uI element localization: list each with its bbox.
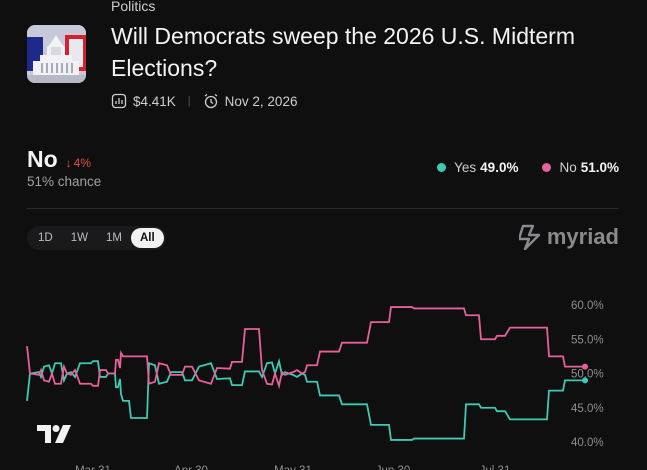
x-tick-label: Jun 30: [376, 465, 411, 470]
market-title: Will Democrats sweep the 2026 U.S. Midte…: [111, 23, 575, 81]
outcome-summary: No ↓ 4%: [27, 146, 91, 173]
series-line-yes: [26, 357, 585, 441]
market-meta: $4.41K | Nov 2, 2026: [111, 92, 297, 110]
alarm-clock-icon: [203, 93, 219, 109]
yes-dot-icon: [437, 163, 447, 172]
x-tick-label: May 31: [274, 465, 312, 470]
meta-separator: |: [187, 95, 191, 107]
chart-legend: Yes 49.0% No 51.0%: [413, 160, 619, 175]
outcome-label: No: [27, 146, 58, 172]
y-tick-label: 40.0%: [571, 437, 604, 449]
tab-all[interactable]: All: [130, 228, 164, 248]
legend-yes-value: 49.0%: [480, 160, 519, 175]
outcome-change-value: 4%: [73, 156, 92, 170]
myriad-logo-icon: [518, 224, 541, 250]
series-endpoint-yes: [582, 377, 588, 384]
legend-no-label: No: [559, 160, 577, 175]
legend-item-no: No 51.0%: [542, 160, 619, 175]
y-tick-label: 50.0%: [571, 369, 604, 381]
market-category[interactable]: Politics: [111, 0, 156, 14]
x-tick-label: Apr 30: [174, 465, 208, 470]
market-image: [27, 25, 86, 83]
divider: [27, 208, 619, 209]
market-header: Politics Will Democrats sweep the 2026 U…: [0, 0, 647, 130]
x-tick-label: Mar 31: [75, 465, 111, 470]
tab-1m[interactable]: 1M: [105, 232, 122, 244]
brand-name: myriad: [546, 224, 619, 249]
series-endpoint-no: [582, 363, 588, 370]
y-tick-label: 55.0%: [571, 334, 604, 346]
y-tick-label: 45.0%: [571, 403, 604, 415]
y-tick-label: 60.0%: [571, 300, 604, 312]
tradingview-logo-icon: [37, 425, 71, 443]
market-end-date: Nov 2, 2026: [224, 93, 298, 109]
no-dot-icon: [542, 163, 552, 172]
legend-no-value: 51.0%: [580, 160, 619, 175]
legend-yes-label: Yes: [454, 160, 477, 175]
tab-1d[interactable]: 1D: [38, 232, 53, 244]
volume-chart-icon: [111, 93, 127, 109]
x-tick-label: Jul 31: [480, 465, 511, 470]
legend-item-yes: Yes 49.0%: [437, 160, 518, 175]
outcome-chance: 51% chance: [27, 174, 102, 189]
series-line-no: [26, 306, 585, 390]
outcome-change: ↓ 4%: [66, 156, 91, 170]
time-range-tabs: 1D 1W 1M All: [27, 226, 166, 250]
market-volume: $4.41K: [133, 93, 176, 109]
arrow-down-icon: ↓: [65, 156, 72, 170]
price-chart[interactable]: 60.0% 55.0% 50.0% 45.0% 40.0% Mar 31 Apr 30 May…: [0, 280, 647, 470]
brand-logo: myriad: [518, 224, 619, 250]
tab-1w[interactable]: 1W: [70, 232, 88, 244]
